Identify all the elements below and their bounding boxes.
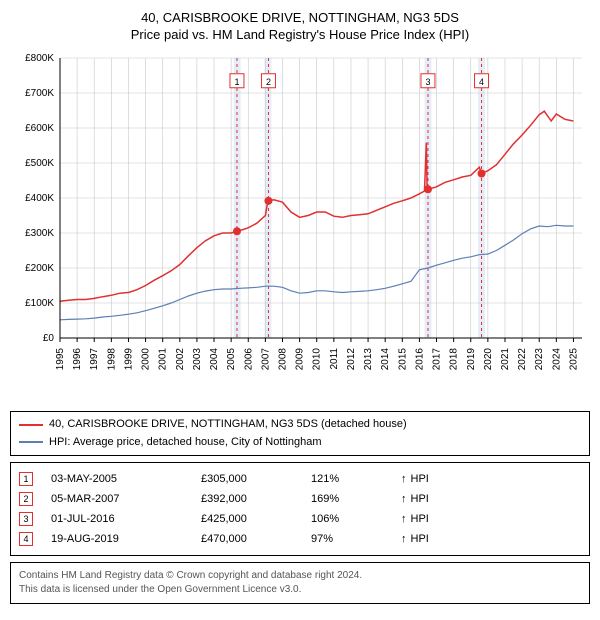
svg-text:2009: 2009 xyxy=(295,348,306,371)
line-chart-svg: £0 £100K £200K £300K £400K £500K £600K £700K £80… xyxy=(10,50,590,400)
svg-text:£400K: £400K xyxy=(25,193,54,204)
chart-container: 40, CARISBROOKE DRIVE, NOTTINGHAM, NG3 5… xyxy=(10,10,590,604)
transaction-price: £470,000 xyxy=(201,533,311,545)
transaction-hpi-label: HPI xyxy=(411,533,429,545)
svg-text:1: 1 xyxy=(234,77,239,87)
transaction-price: £392,000 xyxy=(201,493,311,505)
footer-line2: This data is licensed under the Open Gov… xyxy=(19,583,581,597)
title-subtitle: Price paid vs. HM Land Registry's House … xyxy=(10,27,590,42)
transaction-hpi-label: HPI xyxy=(411,493,429,505)
svg-text:3: 3 xyxy=(425,77,430,87)
svg-text:2: 2 xyxy=(266,77,271,87)
svg-text:2002: 2002 xyxy=(175,348,186,371)
svg-text:2008: 2008 xyxy=(277,348,288,371)
svg-text:2018: 2018 xyxy=(449,348,460,371)
transaction-marker: 1 xyxy=(19,472,33,486)
svg-text:2024: 2024 xyxy=(551,348,562,371)
legend-swatch xyxy=(19,424,43,426)
transaction-pct: 121% xyxy=(311,473,401,485)
transaction-date: 05-MAR-2007 xyxy=(51,493,201,505)
legend-label: HPI: Average price, detached house, City… xyxy=(49,434,322,452)
svg-text:2011: 2011 xyxy=(329,348,340,370)
transaction-row: 4 19-AUG-2019£470,00097%↑ HPI xyxy=(19,529,581,549)
svg-text:1997: 1997 xyxy=(89,348,100,371)
svg-text:£300K: £300K xyxy=(25,228,54,239)
transaction-pct: 106% xyxy=(311,513,401,525)
svg-text:2010: 2010 xyxy=(312,348,323,371)
transaction-pct: 97% xyxy=(311,533,401,545)
transaction-hpi-label: HPI xyxy=(411,513,429,525)
transaction-hpi-label: HPI xyxy=(411,473,429,485)
transaction-date: 01-JUL-2016 xyxy=(51,513,201,525)
svg-text:2023: 2023 xyxy=(534,348,545,371)
up-arrow-icon: ↑ xyxy=(401,513,407,525)
svg-text:2006: 2006 xyxy=(243,348,254,371)
svg-text:2013: 2013 xyxy=(363,348,374,371)
svg-text:2020: 2020 xyxy=(483,348,494,371)
title-block: 40, CARISBROOKE DRIVE, NOTTINGHAM, NG3 5… xyxy=(10,10,590,42)
svg-text:1999: 1999 xyxy=(123,348,134,371)
up-arrow-icon: ↑ xyxy=(401,473,407,485)
svg-text:1995: 1995 xyxy=(55,348,66,371)
transaction-row: 2 05-MAR-2007£392,000169%↑ HPI xyxy=(19,489,581,509)
svg-text:£500K: £500K xyxy=(25,158,54,169)
svg-text:2014: 2014 xyxy=(380,348,391,371)
transaction-date: 03-MAY-2005 xyxy=(51,473,201,485)
up-arrow-icon: ↑ xyxy=(401,533,407,545)
up-arrow-icon: ↑ xyxy=(401,493,407,505)
svg-text:2017: 2017 xyxy=(432,348,443,371)
svg-text:£700K: £700K xyxy=(25,88,54,99)
svg-text:1996: 1996 xyxy=(72,348,83,371)
legend-row: 40, CARISBROOKE DRIVE, NOTTINGHAM, NG3 5… xyxy=(19,416,581,434)
legend-swatch xyxy=(19,441,43,443)
transaction-price: £305,000 xyxy=(201,473,311,485)
title-address: 40, CARISBROOKE DRIVE, NOTTINGHAM, NG3 5… xyxy=(10,10,590,25)
transaction-price: £425,000 xyxy=(201,513,311,525)
legend-row: HPI: Average price, detached house, City… xyxy=(19,434,581,452)
transaction-marker: 3 xyxy=(19,512,33,526)
svg-text:2005: 2005 xyxy=(226,348,237,371)
svg-text:2022: 2022 xyxy=(517,348,528,371)
svg-text:2001: 2001 xyxy=(158,348,169,371)
svg-text:2004: 2004 xyxy=(209,348,220,371)
svg-text:1998: 1998 xyxy=(106,348,117,371)
svg-text:4: 4 xyxy=(479,77,484,87)
transactions-table: 103-MAY-2005£305,000121%↑HPI205-MAR-2007… xyxy=(10,462,590,556)
svg-text:£200K: £200K xyxy=(25,263,54,274)
svg-text:2003: 2003 xyxy=(192,348,203,371)
svg-text:£600K: £600K xyxy=(25,123,54,134)
svg-text:£800K: £800K xyxy=(25,53,54,64)
svg-text:2021: 2021 xyxy=(500,348,511,371)
svg-text:2007: 2007 xyxy=(260,348,271,371)
transaction-pct: 169% xyxy=(311,493,401,505)
transaction-row: 1 03-MAY-2005£305,000121%↑ HPI xyxy=(19,469,581,489)
svg-text:2016: 2016 xyxy=(414,348,425,371)
svg-text:2000: 2000 xyxy=(141,348,152,371)
transaction-marker: 2 xyxy=(19,492,33,506)
footer-attribution: Contains HM Land Registry data © Crown c… xyxy=(10,562,590,604)
svg-text:£100K: £100K xyxy=(25,298,54,309)
transaction-date: 19-AUG-2019 xyxy=(51,533,201,545)
svg-text:2025: 2025 xyxy=(568,348,579,371)
transaction-marker: 4 xyxy=(19,532,33,546)
legend-label: 40, CARISBROOKE DRIVE, NOTTINGHAM, NG3 5… xyxy=(49,416,407,434)
transaction-row: 3 01-JUL-2016£425,000106%↑ HPI xyxy=(19,509,581,529)
footer-line1: Contains HM Land Registry data © Crown c… xyxy=(19,569,581,583)
svg-text:2019: 2019 xyxy=(466,348,477,371)
svg-text:£0: £0 xyxy=(43,333,55,344)
legend-box: 40, CARISBROOKE DRIVE, NOTTINGHAM, NG3 5… xyxy=(10,411,590,456)
svg-text:2012: 2012 xyxy=(346,348,357,371)
chart-area: £0 £100K £200K £300K £400K £500K £600K £700K £80… xyxy=(10,50,590,405)
svg-text:2015: 2015 xyxy=(397,348,408,371)
